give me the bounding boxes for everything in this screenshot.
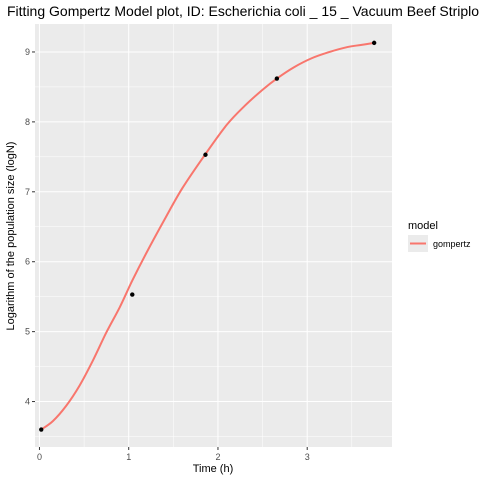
plot-panel [35,24,392,447]
legend: model gompertz [408,220,471,252]
gompertz-curve [40,41,375,431]
y-tick-label: 5 [25,327,30,337]
x-axis-title: Time (h) [193,463,234,475]
series-gompertz [40,41,375,431]
y-axis-title: Logarithm of the population size (logN) [5,142,17,331]
chart-title: Fitting Gompertz Model plot, ID: Escheri… [7,3,480,19]
x-tick-label: 2 [215,452,220,462]
data-point [371,40,377,46]
data-point [130,292,135,297]
data-point [39,427,44,432]
y-tick-label: 4 [25,397,30,407]
y-tick-label: 9 [25,47,30,57]
x-tick-label: 1 [126,452,131,462]
observed-points [39,40,377,432]
x-tick-label: 3 [305,452,310,462]
legend-title: model [408,220,438,232]
data-point [274,76,280,81]
y-tick-label: 7 [25,187,30,197]
grid-minor [35,24,392,447]
x-tick-label: 0 [37,452,42,462]
grid-major [35,24,392,447]
legend-label-gompertz: gompertz [433,239,471,249]
data-point [203,152,208,157]
y-axis-ticks: 4 5 6 7 8 9 [25,47,35,407]
x-axis-ticks: 0 1 2 3 [37,447,310,462]
y-tick-label: 8 [25,117,30,127]
y-tick-label: 6 [25,257,30,267]
